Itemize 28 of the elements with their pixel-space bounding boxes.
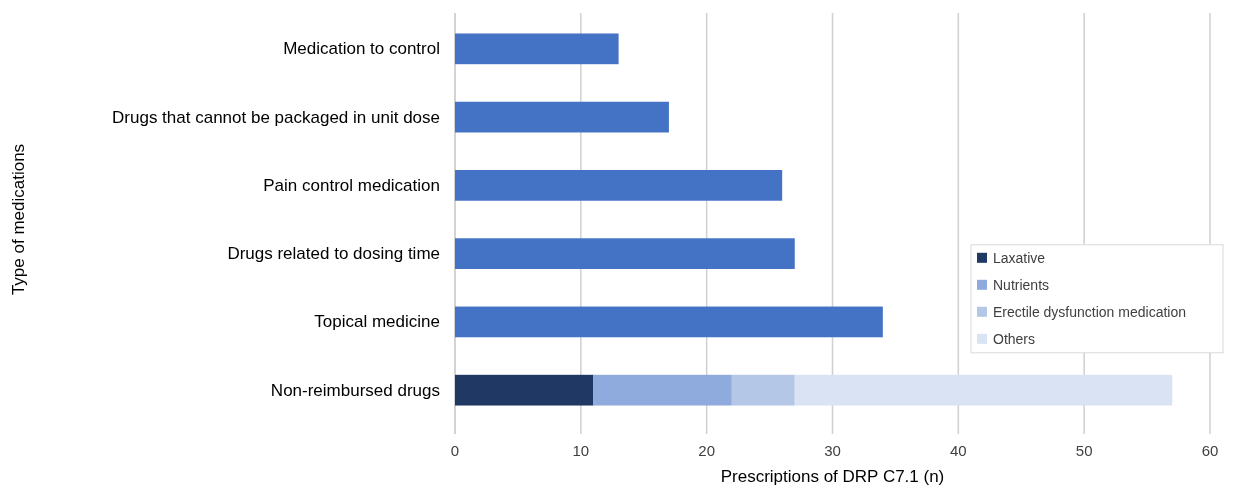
y-tick-label: Topical medicine (314, 312, 440, 332)
bar (455, 306, 883, 338)
y-tick-label: Drugs that cannot be packaged in unit dose (112, 107, 440, 127)
y-tick-label: Drugs related to dosing time (227, 244, 440, 264)
bar (455, 33, 619, 65)
x-tick-label: 20 (698, 442, 716, 459)
bar (455, 374, 594, 406)
x-tick-label: 40 (949, 442, 967, 459)
bar (794, 374, 1173, 406)
legend-label: Erectile dysfunction medication (993, 303, 1186, 320)
x-tick-label: 0 (450, 442, 460, 459)
y-tick-label: Non-reimbursed drugs (270, 380, 440, 400)
bar (455, 170, 783, 201)
legend-label: Nutrients (993, 276, 1050, 293)
bar (593, 374, 732, 406)
x-tick-label: 10 (572, 442, 590, 459)
x-tick-label: 30 (824, 442, 841, 459)
legend-label: Laxative (993, 249, 1046, 266)
bar (455, 101, 669, 133)
x-tick-label: 50 (1075, 442, 1093, 459)
bar (455, 238, 795, 269)
x-axis-title: Prescriptions of DRP C7.1 (n) (720, 467, 945, 486)
y-tick-label: Medication to control (283, 39, 440, 59)
y-tick-label: Pain control medication (263, 175, 440, 195)
legend-label: Others (993, 330, 1036, 347)
y-axis-title: Type of medications (9, 143, 28, 296)
x-tick-label: 60 (1201, 442, 1219, 459)
bar (731, 374, 795, 406)
